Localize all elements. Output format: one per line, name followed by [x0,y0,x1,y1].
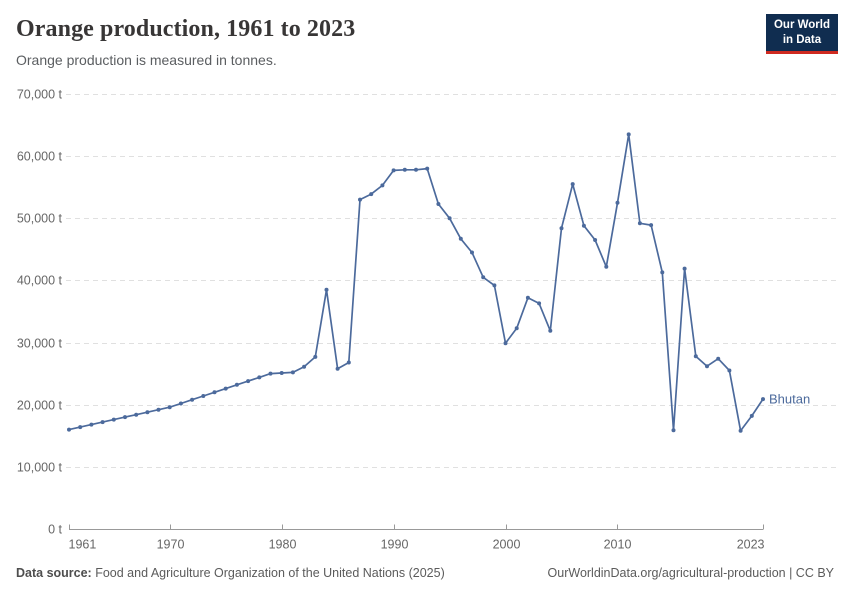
svg-text:30,000 t: 30,000 t [17,337,63,351]
x-axis-labels: 1961 1970 1980 1990 2000 2010 2023 [69,538,765,552]
owid-logo[interactable]: Our World in Data [765,14,838,54]
svg-text:0 t: 0 t [48,523,62,537]
series-line [68,133,764,432]
owid-url-license-link[interactable]: OurWorldinData.org/agricultural-producti… [547,566,834,580]
svg-text:2010: 2010 [604,538,632,552]
series-end-label: Bhutan [769,392,810,407]
series-bhutan [67,132,765,433]
owid-logo-line1: Our World [773,19,830,31]
svg-text:20,000 t: 20,000 t [17,399,63,413]
svg-text:60,000 t: 60,000 t [17,150,63,164]
svg-text:1961: 1961 [69,538,97,552]
page-title: Orange production, 1961 to 2023 [16,16,356,42]
svg-text:1980: 1980 [269,538,297,552]
y-gridlines [66,94,840,468]
x-axis [69,524,764,530]
data-source-label: Data source: [16,566,92,580]
svg-text:50,000 t: 50,000 t [17,212,63,226]
svg-text:10,000 t: 10,000 t [17,461,63,475]
svg-text:1990: 1990 [381,538,409,552]
series-points [67,132,765,433]
chart-subtitle: Orange production is measured in tonnes. [16,52,277,68]
owid-logo-line2: in Data [782,33,822,46]
data-source-text: Food and Agriculture Organization of the… [95,566,445,580]
svg-text:2023: 2023 [737,538,765,552]
data-source-note: Data source: Food and Agriculture Organi… [16,566,445,580]
svg-text:40,000 t: 40,000 t [17,274,63,288]
svg-text:2000: 2000 [493,538,521,552]
svg-text:70,000 t: 70,000 t [17,88,63,102]
y-axis-labels: 0 t 10,000 t 20,000 t 30,000 t 40,000 t 50,00… [17,88,63,537]
chart-footer: Data source: Food and Agriculture Organi… [16,566,834,580]
svg-text:1970: 1970 [157,538,185,552]
